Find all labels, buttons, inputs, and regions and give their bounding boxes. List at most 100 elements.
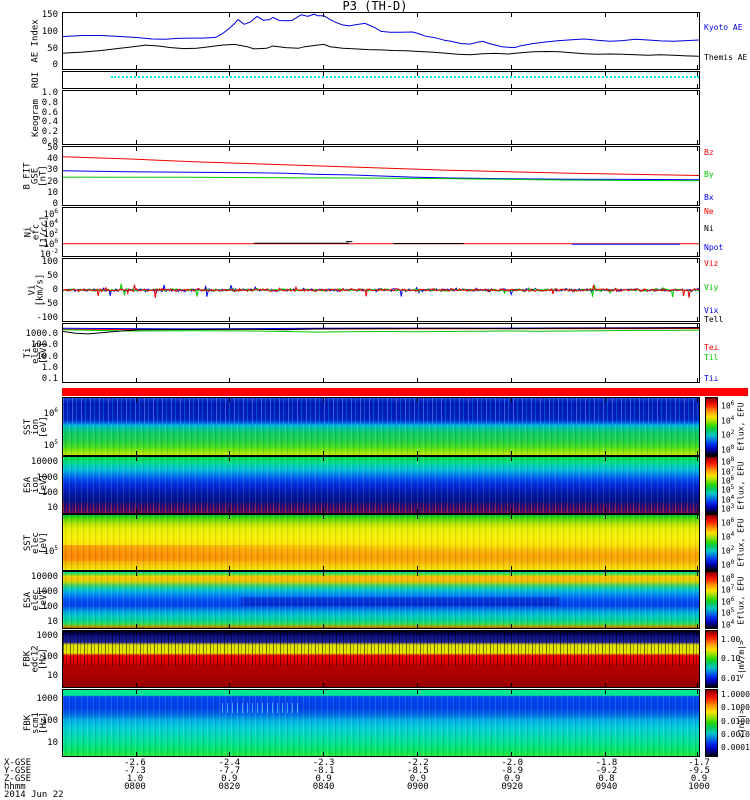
legend-KyotoAE: Kyoto AE [704,22,743,32]
xtick-mark [323,140,325,144]
axis-row-label-y-gse: Y-GSE [4,766,32,776]
legend-Til: Til [704,352,719,362]
xtick-mark [323,378,325,382]
ytick-fbk_edc: 10 [47,671,58,682]
axis-value: 1000 [688,782,710,792]
xtick-mark [511,201,513,205]
panel-fbk_edc [62,630,700,688]
xtick-mark [135,252,137,256]
xtick-mark [417,566,419,570]
xtick-mark [229,91,231,95]
xtick-mark [135,451,137,455]
axis-row-label-hhmm: hhmm [4,782,26,792]
ylabel-text-fbk_scm: FBK scm1 [Hz] [23,712,49,734]
ytick-esa_elec: 10000 [30,571,58,582]
xtick-mark [604,147,606,151]
xtick-mark [229,84,231,88]
xtick-mark [323,252,325,256]
colorbar-tick-esa_ion: 104 [721,493,735,505]
xtick-mark [229,140,231,144]
colorbar-esa_elec [705,571,718,629]
ylabel-esa_ion: ESA ion [eV] [14,456,58,514]
ytick-esa_ion: 100 [41,488,58,499]
ylabel-ni: Ni efc [1/cc] [14,207,58,257]
xtick-mark [697,324,699,328]
xtick-mark [417,398,419,402]
xtick-mark [323,65,325,69]
colorbar-unit-esa_ion: Eflux, EFU [733,456,749,514]
legend-Bx: Bx [704,193,714,202]
ylabel-vi: Vi [km/s] [14,258,58,322]
axis-value: 0920 [501,782,524,792]
xtick-mark [417,252,419,256]
xtick-mark [511,252,513,256]
xtick-mark [604,398,606,402]
colorbar-tick-esa_elec: 107 [721,584,735,595]
xtick-mark [417,378,419,382]
xtick-mark [511,147,513,151]
xtick-mark [511,690,513,694]
xtick-mark [323,324,325,328]
ytick-sst_elec: 105 [43,545,58,558]
colorbar-fbk_scm [705,689,718,757]
axis-value: 0800 [124,782,146,792]
xtick-mark [417,147,419,151]
xtick-mark [323,398,325,402]
xtick-mark [323,451,325,455]
colorbar-tick-sst_ion: 106 [721,399,735,411]
spectro-texture-ov-red-speckle [63,502,699,513]
spectro-texture-ov-streaks [63,423,699,455]
ylabel-text-vi: Vi [km/s] [26,273,45,307]
xtick-mark [417,13,419,17]
ytick-ti: 10.0 [36,351,58,362]
ylabel-fbk_scm: FBK scm1 [Hz] [14,689,58,757]
panel-ti [62,323,700,383]
legend-Viz: Viz [704,259,719,269]
panel-sst_elec [62,514,700,571]
xtick-mark [229,631,231,635]
legend-Tell: Tell [704,315,724,325]
xtick-mark [697,13,699,17]
xtick-mark [135,147,137,151]
xtick-mark [323,572,325,576]
xtick-mark [229,752,231,756]
xtick-mark [697,752,699,756]
axis-value: 0.8 [598,774,615,784]
ylabel-text-esa_ion: ESA ion [eV] [23,474,49,496]
xtick-mark [604,324,606,328]
xtick-mark [417,84,419,88]
xtick-mark [697,515,699,519]
xtick-mark [604,509,606,513]
xtick-mark [604,631,606,635]
spectro-texture-ov-streaks-strong [63,631,699,666]
xtick-mark [135,65,137,69]
xtick-mark [604,13,606,17]
xtick-mark [697,91,699,95]
xtick-mark [604,252,606,256]
spectro-texture-ov-streaks [63,572,699,628]
xtick-mark [511,91,513,95]
ytick-ni: 100 [43,238,58,250]
xtick-mark [511,65,513,69]
colorbar-tick-fbk_scm: 0.0001 [721,743,750,753]
xtick-mark [697,572,699,576]
xtick-mark [417,752,419,756]
axis-value: -8.9 [501,766,524,776]
colorbar-esa_ion [705,456,718,514]
axis-value: 1.0 [126,774,144,784]
panel-esa_elec [62,571,700,629]
colorbar-tick-esa_elec: 108 [721,572,735,584]
ytick-esa_ion: 10 [47,503,58,514]
xtick-mark [697,140,699,144]
panel-ae [62,12,700,70]
series-plot-ti [63,327,699,335]
legend-Ne: Ne [704,207,714,216]
colorbar-tick-fbk_scm: 1.0000 [721,690,750,700]
xtick-mark [604,201,606,205]
xtick-mark [697,683,699,687]
xtick-mark [697,631,699,635]
xtick-mark [417,140,419,144]
ytick-fbk_scm: 10 [47,737,58,748]
panel-sst_ion [62,397,700,456]
legend-ThemisAE: Themis AE [704,53,748,63]
